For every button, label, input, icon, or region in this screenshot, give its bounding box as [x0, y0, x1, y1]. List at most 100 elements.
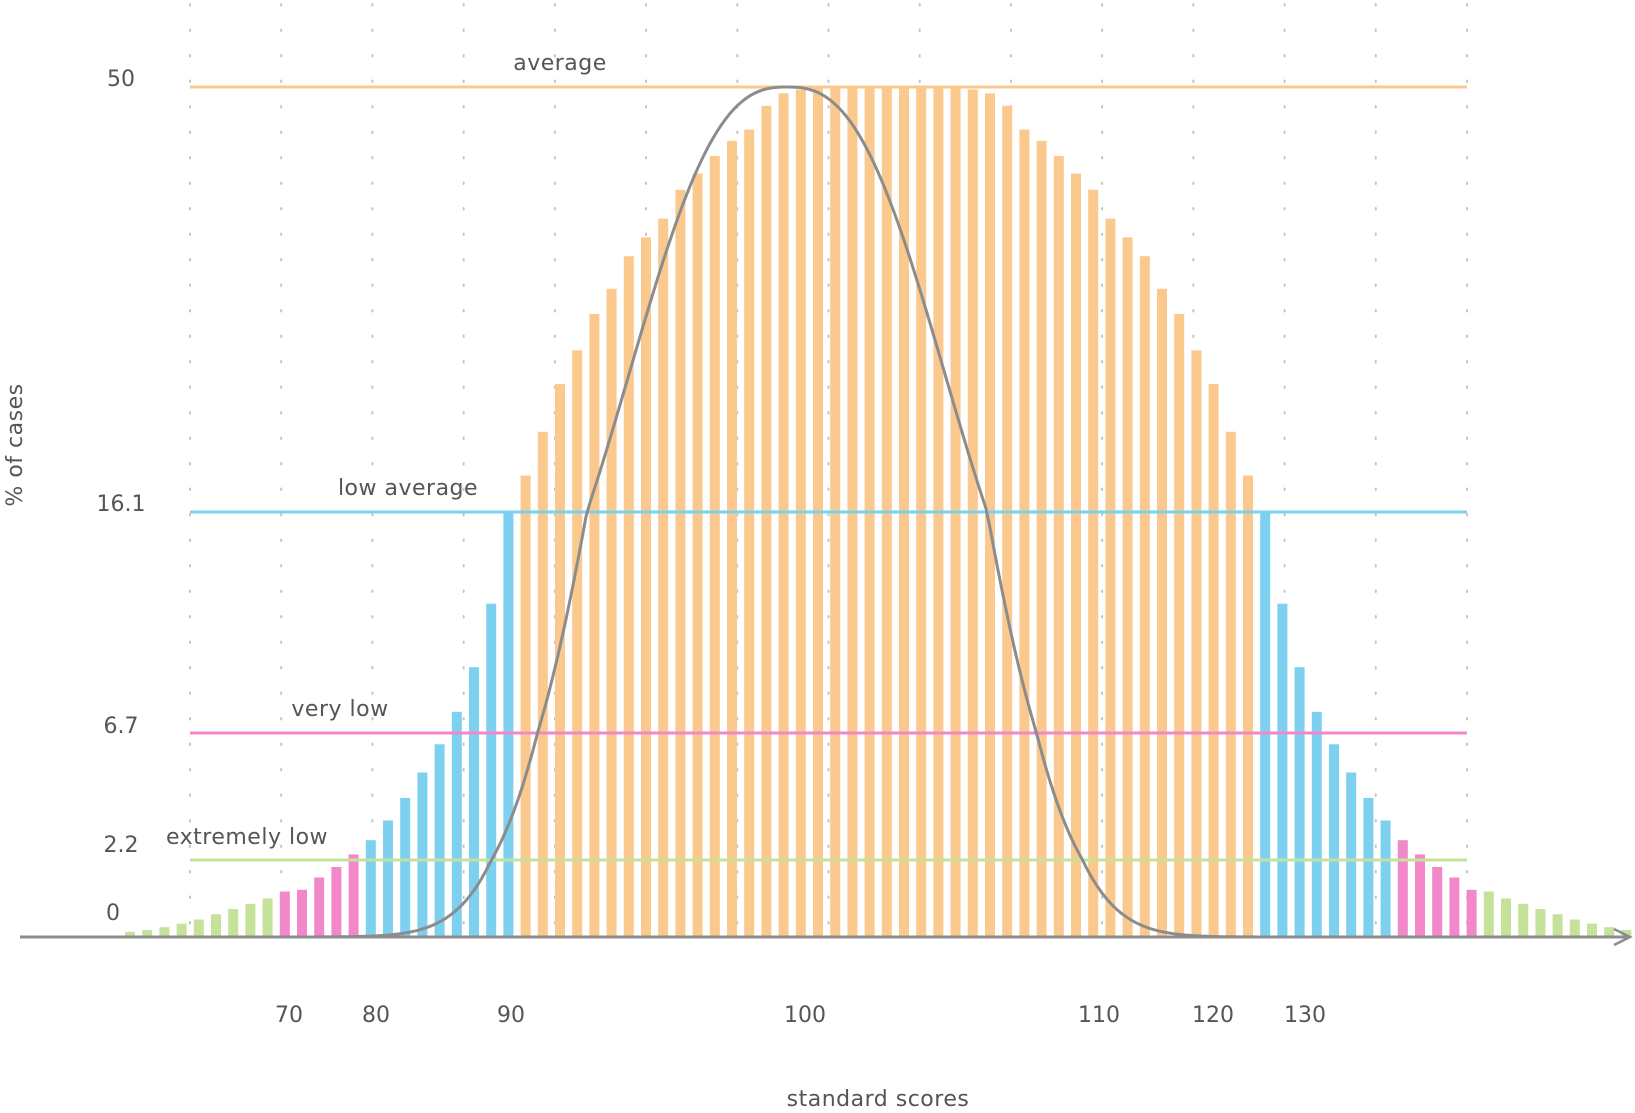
bar-low-average: [1363, 797, 1374, 937]
bar-extremely-low: [1483, 891, 1494, 937]
band-label-average: average: [513, 51, 607, 76]
bar-extremely-low: [1501, 898, 1511, 937]
bar-extremely-low: [1518, 903, 1529, 938]
bar-very-low: [297, 889, 307, 938]
bar-average: [606, 288, 617, 937]
band-label-extremely-low: extremely low: [166, 825, 328, 850]
bar-low-average: [1380, 820, 1391, 937]
bar-extremely-low: [1535, 909, 1546, 937]
bar-average: [1139, 256, 1150, 937]
bar-extremely-low: [142, 930, 153, 937]
bar-very-low: [348, 854, 359, 937]
bar-average: [1019, 129, 1030, 938]
bar-average: [1088, 189, 1099, 938]
bar-average: [1243, 475, 1253, 937]
y-tick-label: 6.7: [104, 714, 139, 739]
bar-average: [555, 384, 565, 938]
bar-extremely-low: [1569, 919, 1580, 937]
x-axis: [20, 927, 1633, 947]
bar-average: [641, 237, 651, 937]
bar-very-low: [1397, 840, 1408, 937]
bar-extremely-low: [1604, 927, 1615, 937]
bar-low-average: [486, 603, 497, 937]
bar-series: [125, 87, 1632, 938]
bar-average: [778, 93, 789, 938]
bar-extremely-low: [193, 919, 204, 937]
y-axis-title: % of cases: [3, 383, 28, 506]
x-tick-label: 80: [362, 1003, 390, 1028]
y-tick-label: 50: [107, 67, 135, 92]
bar-extremely-low: [228, 909, 239, 937]
bar-average: [658, 218, 669, 938]
x-tick-label: 70: [275, 1003, 303, 1028]
y-tick-label: 0: [106, 901, 120, 926]
bar-average: [1053, 156, 1064, 937]
bar-low-average: [434, 744, 445, 937]
bar-extremely-low: [211, 914, 221, 938]
bar-low-average: [365, 840, 376, 937]
bar-extremely-low: [1621, 930, 1632, 937]
bar-average: [572, 350, 583, 937]
bar-low-average: [1329, 744, 1339, 937]
bar-average: [985, 93, 995, 938]
bar-very-low: [279, 891, 290, 937]
x-tick-label: 110: [1078, 1003, 1120, 1028]
x-axis-title: standard scores: [787, 1087, 970, 1112]
bar-very-low: [331, 867, 342, 937]
x-tick-label: 90: [497, 1003, 525, 1028]
bar-extremely-low: [176, 923, 187, 937]
bar-average: [1157, 288, 1167, 937]
bar-very-low: [1415, 854, 1425, 937]
bar-average: [520, 475, 531, 937]
gridlines: [189, 3, 1468, 936]
bar-average: [744, 129, 755, 938]
x-tick-label: 100: [784, 1003, 826, 1028]
bar-low-average: [1260, 512, 1271, 937]
bar-average: [675, 189, 686, 938]
bar-extremely-low: [125, 931, 135, 938]
bar-low-average: [1346, 772, 1357, 937]
bar-average: [1122, 237, 1133, 937]
bar-very-low: [1432, 867, 1443, 937]
bar-average: [761, 105, 772, 938]
bar-low-average: [400, 797, 411, 937]
bar-average: [692, 173, 703, 937]
bar-extremely-low: [245, 903, 256, 938]
band-label-very-low: very low: [291, 697, 388, 722]
bar-low-average: [1311, 711, 1322, 937]
bar-very-low: [314, 877, 325, 937]
bar-average: [1174, 313, 1185, 937]
bar-average: [709, 156, 720, 937]
threshold-lines: [190, 85, 1467, 862]
bar-low-average: [469, 667, 479, 937]
bar-extremely-low: [159, 927, 170, 937]
bar-very-low: [1466, 889, 1477, 938]
labels: average low average very low extremely low 5…: [97, 51, 1326, 1028]
bar-low-average: [451, 711, 462, 937]
bar-average: [1036, 140, 1047, 937]
bar-average: [1208, 384, 1219, 938]
bar-average: [1071, 173, 1081, 937]
bar-low-average: [417, 772, 428, 937]
y-tick-label: 16.1: [97, 492, 146, 517]
bar-very-low: [1449, 877, 1460, 937]
bar-average: [1105, 218, 1116, 938]
bar-average: [1191, 350, 1202, 937]
bar-low-average: [1277, 603, 1288, 937]
bar-low-average: [383, 820, 393, 937]
bar-average: [537, 431, 548, 937]
bar-average: [1225, 431, 1236, 937]
x-tick-label: 120: [1192, 1003, 1234, 1028]
bar-average: [1002, 105, 1013, 938]
bar-average: [589, 313, 600, 937]
bar-low-average: [503, 512, 514, 937]
bar-extremely-low: [1552, 914, 1563, 938]
band-label-low-average: low average: [338, 476, 478, 501]
bar-extremely-low: [1587, 923, 1597, 937]
y-tick-label: 2.2: [104, 833, 139, 858]
bar-extremely-low: [262, 898, 273, 937]
bar-average: [727, 140, 737, 937]
x-axis-arrow: [1613, 927, 1633, 947]
x-tick-label: 130: [1284, 1003, 1326, 1028]
